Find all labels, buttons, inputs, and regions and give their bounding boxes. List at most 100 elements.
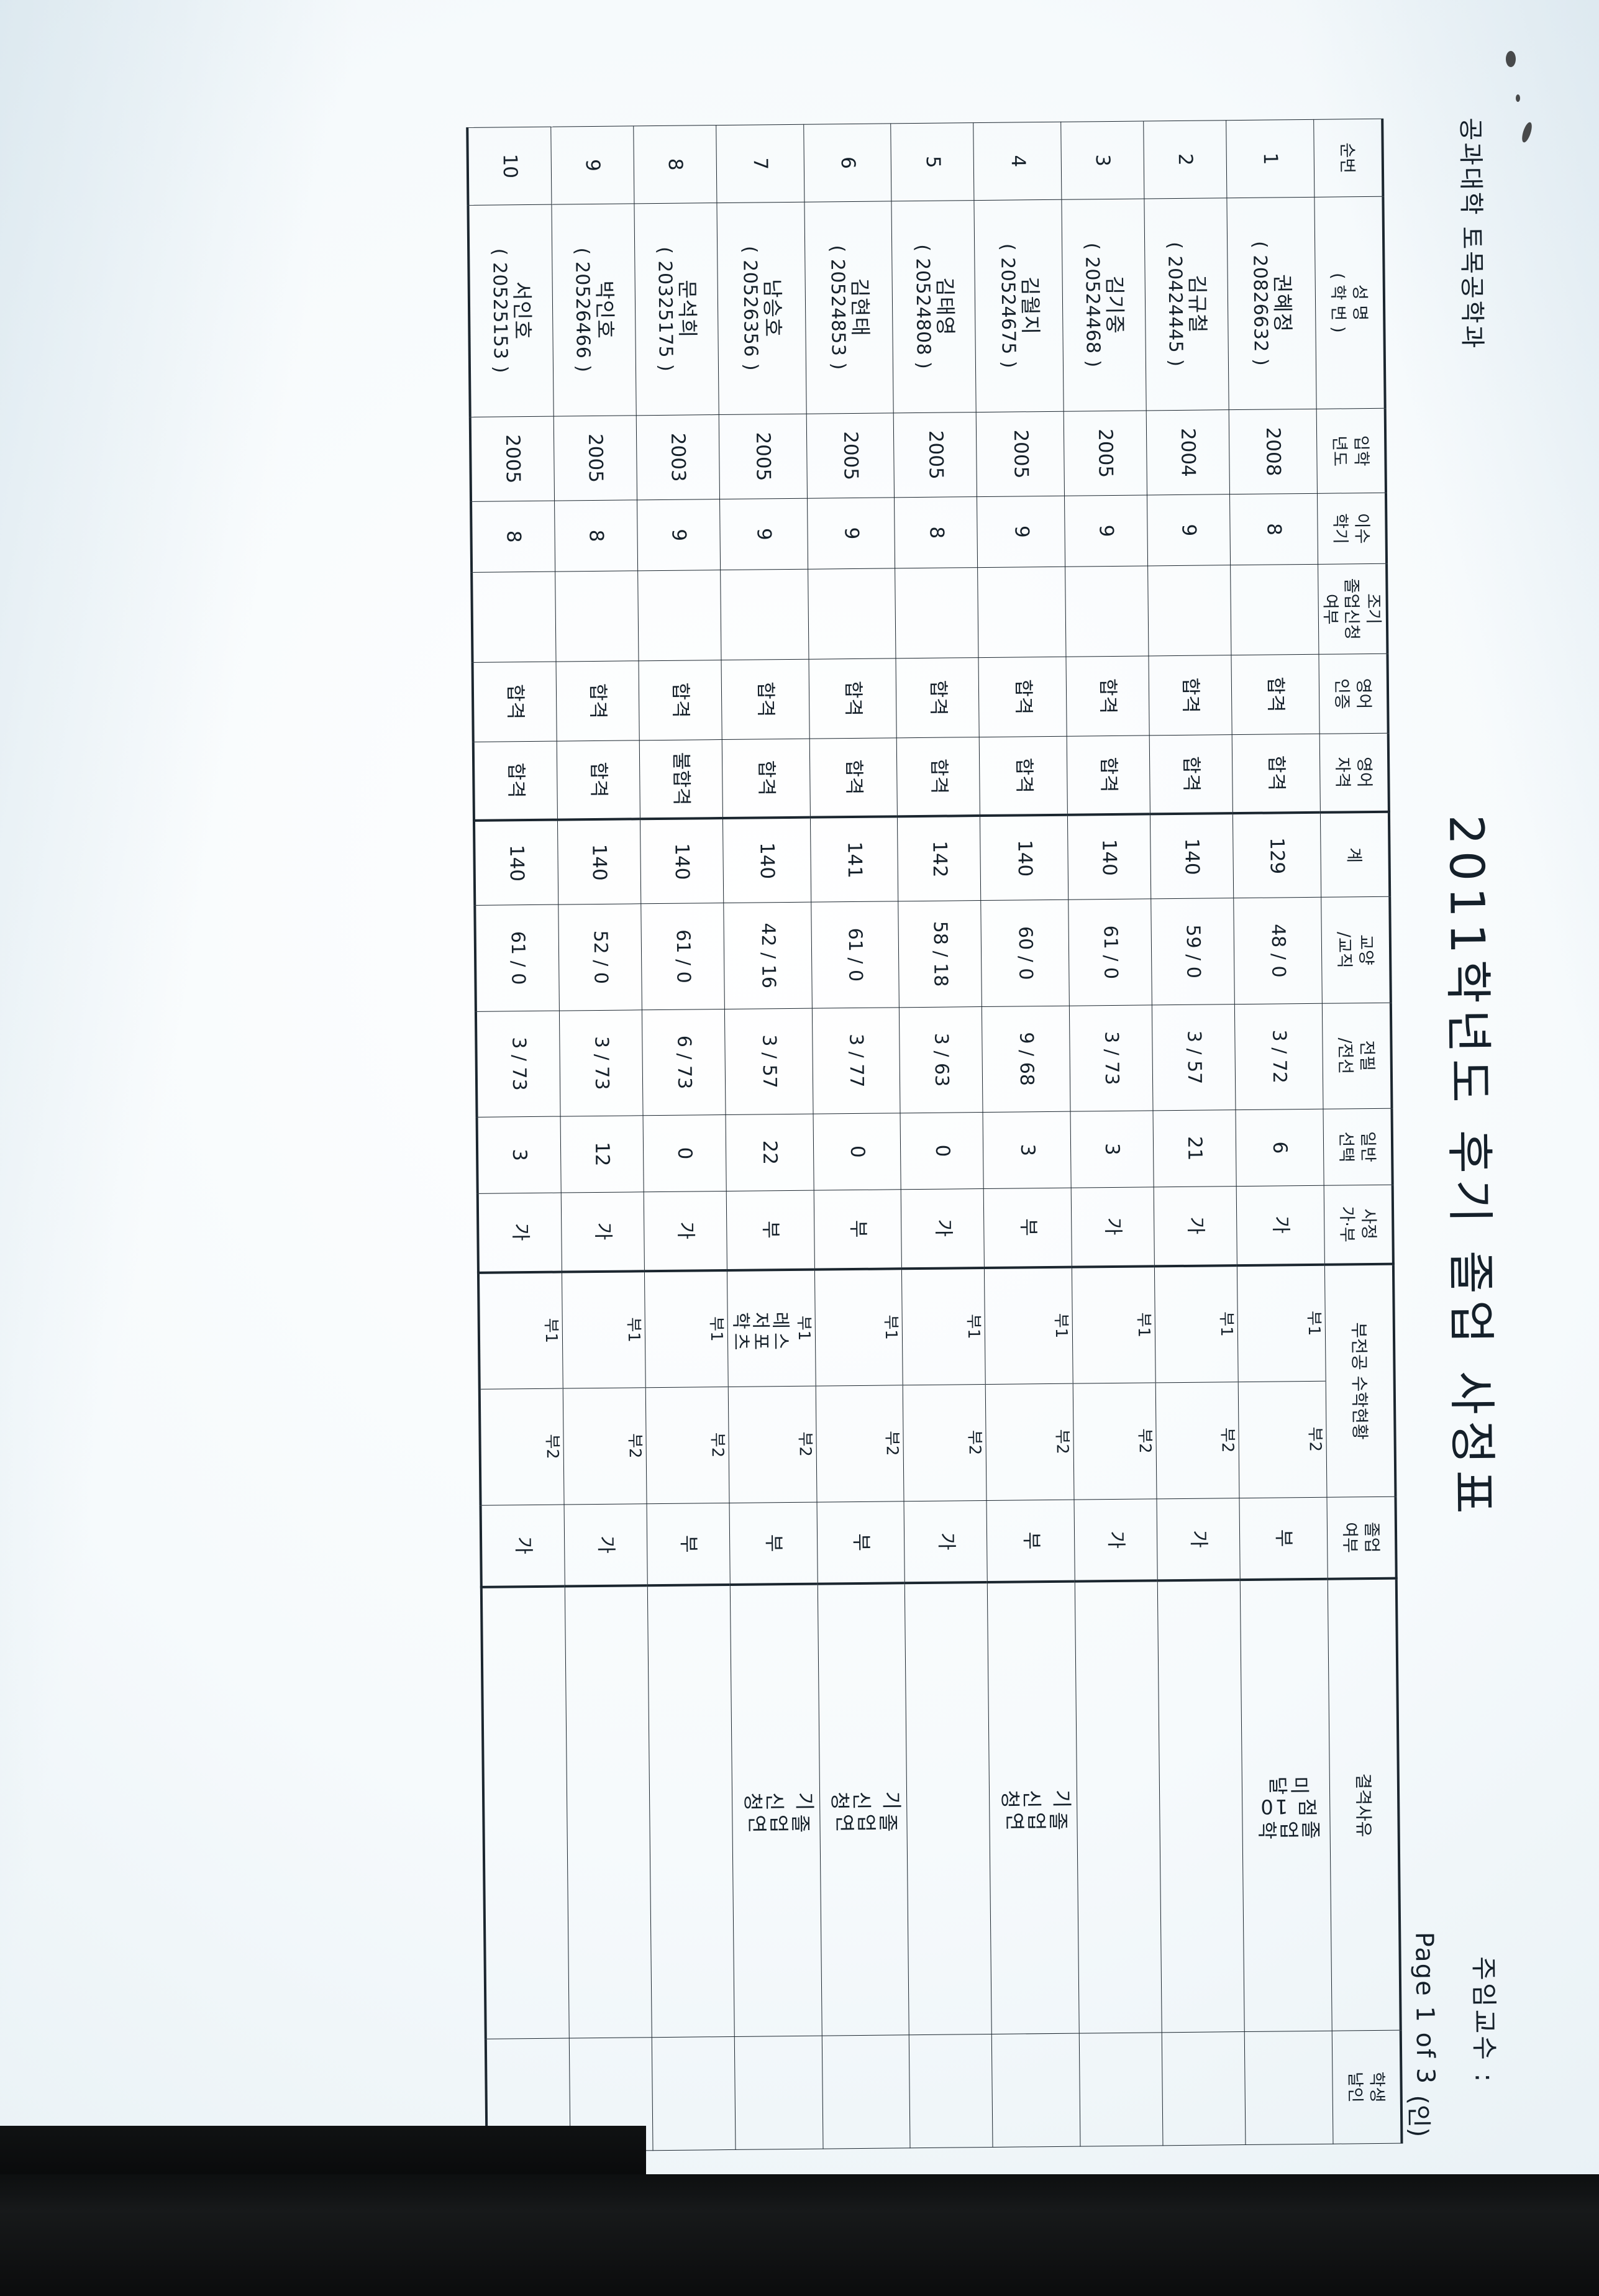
cell-signature bbox=[1079, 2032, 1164, 2147]
minor-slot-2: 부2 bbox=[903, 1385, 986, 1501]
header-credit-general: 교양 /교직 bbox=[1321, 896, 1391, 1003]
cell-early-graduation bbox=[1147, 565, 1232, 657]
cell-judgement: 가 bbox=[1236, 1185, 1325, 1265]
cell-reason bbox=[1157, 1580, 1245, 2033]
cell-seq: 10 bbox=[467, 127, 552, 206]
header-minor-status: 부전공 수학현황 bbox=[1324, 1264, 1396, 1498]
minor-value-1: 스포츠레저학 bbox=[731, 1307, 791, 1351]
minor-value-1 bbox=[1073, 1325, 1134, 1326]
document-sheet: 공과대학 토목공학과 2011학년도 후기 졸업 사정표 주임교수 : Page… bbox=[76, 88, 1505, 2200]
cell-early-graduation bbox=[808, 568, 896, 660]
cell-judgement: 가 bbox=[901, 1188, 985, 1269]
cell-credit-total: 141 bbox=[810, 816, 899, 903]
minor-label-2: 부2 bbox=[542, 1434, 562, 1460]
header-entry-year: 입학 년도 bbox=[1316, 408, 1386, 494]
cell-signature bbox=[1244, 2031, 1333, 2145]
cell-credit-free: 3 bbox=[476, 1116, 562, 1194]
cell-signature bbox=[734, 2036, 823, 2150]
cell-qualification: 불합격 bbox=[639, 739, 723, 819]
cell-qualification: 합격 bbox=[1067, 735, 1150, 816]
header-seq: 순번 bbox=[1313, 119, 1383, 198]
minor-label-2: 부2 bbox=[1135, 1428, 1154, 1454]
cell-semesters: 9 bbox=[1064, 495, 1148, 567]
minor-label-1: 부1 bbox=[1134, 1312, 1154, 1338]
cell-credit-free: 0 bbox=[643, 1114, 727, 1192]
minor-value-2 bbox=[1239, 1439, 1306, 1440]
cell-qualification: 합격 bbox=[1232, 733, 1321, 814]
cell-qualification: 합격 bbox=[557, 740, 640, 820]
cell-credit-total: 140 bbox=[1067, 814, 1151, 900]
header-name: 성 명 ( 학 번 ) bbox=[1314, 196, 1385, 409]
cell-entry-year: 2005 bbox=[719, 414, 808, 499]
cell-english-pass: 합격 bbox=[721, 659, 809, 740]
minor-slot-2: 부2 bbox=[1073, 1383, 1157, 1500]
cell-qualification: 합격 bbox=[809, 737, 898, 818]
minor-slot-1: 부1 bbox=[644, 1271, 728, 1388]
cell-qualification: 합격 bbox=[896, 737, 980, 817]
minor-label-1: 부1 bbox=[882, 1314, 901, 1341]
minor-label-2: 부2 bbox=[708, 1432, 727, 1458]
cell-graduation-yn: 가 bbox=[1074, 1498, 1158, 1582]
cell-student-name: 김규철( 20424445 ) bbox=[1144, 198, 1229, 411]
scanner-dark-bar bbox=[0, 2174, 1599, 2296]
cell-reason: 졸업연기 신청 bbox=[987, 1581, 1080, 2034]
cell-credit-major: 3 / 72 bbox=[1234, 1003, 1323, 1110]
cell-reason bbox=[1075, 1580, 1162, 2034]
minor-value-2 bbox=[647, 1445, 708, 1446]
cell-judgement: 가 bbox=[477, 1192, 562, 1273]
cell-qualification: 합격 bbox=[979, 736, 1068, 816]
cell-credit-total: 129 bbox=[1232, 813, 1321, 898]
header-semesters: 이수 학기 bbox=[1317, 493, 1387, 565]
minor-value-2 bbox=[904, 1442, 965, 1443]
cell-seq: 4 bbox=[973, 122, 1062, 201]
header-reason: 결격사유 bbox=[1328, 1578, 1401, 2031]
minor-slot-1: 부1 bbox=[479, 1273, 563, 1390]
minor-value-2 bbox=[1157, 1440, 1218, 1441]
cell-minor-status: 부1 부2 bbox=[1237, 1264, 1327, 1498]
cell-early-graduation bbox=[555, 570, 639, 662]
minor-label-2: 부2 bbox=[1052, 1429, 1072, 1455]
cell-credit-major: 3 / 73 bbox=[559, 1009, 644, 1117]
cell-seq: 7 bbox=[716, 124, 804, 203]
scanner-shadow-bar bbox=[0, 2126, 646, 2174]
cell-credit-free: 3 bbox=[983, 1111, 1072, 1189]
cell-qualification: 합격 bbox=[722, 738, 811, 819]
header-signature: 학생 날인 bbox=[1332, 2030, 1402, 2144]
minor-slot-1: 부1 bbox=[985, 1268, 1073, 1385]
cell-entry-year: 2005 bbox=[976, 411, 1065, 497]
cell-judgement: 가 bbox=[561, 1191, 645, 1272]
cell-credit-general: 52 / 0 bbox=[558, 903, 642, 1011]
cell-early-graduation bbox=[1065, 565, 1149, 657]
minor-value-2 bbox=[1074, 1441, 1136, 1442]
cell-semesters: 9 bbox=[719, 498, 808, 570]
cell-credit-major: 6 / 73 bbox=[642, 1009, 726, 1116]
cell-graduation-yn: 가 bbox=[1157, 1498, 1241, 1581]
cell-student-name: 권혜정( 20826632 ) bbox=[1227, 197, 1317, 410]
minor-value-2 bbox=[564, 1446, 626, 1447]
cell-credit-general: 59 / 0 bbox=[1150, 898, 1235, 1005]
cell-graduation-yn: 부 bbox=[986, 1500, 1075, 1583]
cell-entry-year: 2005 bbox=[554, 415, 637, 501]
cell-credit-free: 6 bbox=[1236, 1109, 1324, 1187]
cell-signature bbox=[652, 2036, 736, 2151]
minor-slot-2: 부2 bbox=[729, 1386, 817, 1503]
cell-english-pass: 합격 bbox=[638, 660, 722, 740]
cell-credit-total: 140 bbox=[980, 815, 1068, 901]
cell-student-name: 박인호( 20526466 ) bbox=[551, 203, 637, 416]
cell-english-pass: 합격 bbox=[896, 657, 980, 738]
cell-credit-major: 3 / 73 bbox=[475, 1010, 561, 1118]
header-credit-free: 일반 선택 bbox=[1323, 1108, 1393, 1186]
cell-entry-year: 2003 bbox=[636, 414, 720, 501]
cell-early-graduation bbox=[1230, 564, 1319, 655]
cell-entry-year: 2005 bbox=[806, 412, 895, 499]
cell-credit-total: 140 bbox=[640, 818, 724, 904]
cell-credit-free: 0 bbox=[813, 1113, 901, 1190]
cell-credit-general: 61 / 0 bbox=[811, 901, 900, 1008]
cell-english-pass: 합격 bbox=[808, 658, 897, 739]
cell-english-pass: 합격 bbox=[472, 662, 557, 742]
cell-seq: 1 bbox=[1226, 119, 1314, 198]
minor-label-2: 부2 bbox=[1305, 1426, 1324, 1452]
cell-seq: 9 bbox=[550, 125, 634, 205]
cell-minor-status: 부1 부2 bbox=[1072, 1265, 1157, 1500]
